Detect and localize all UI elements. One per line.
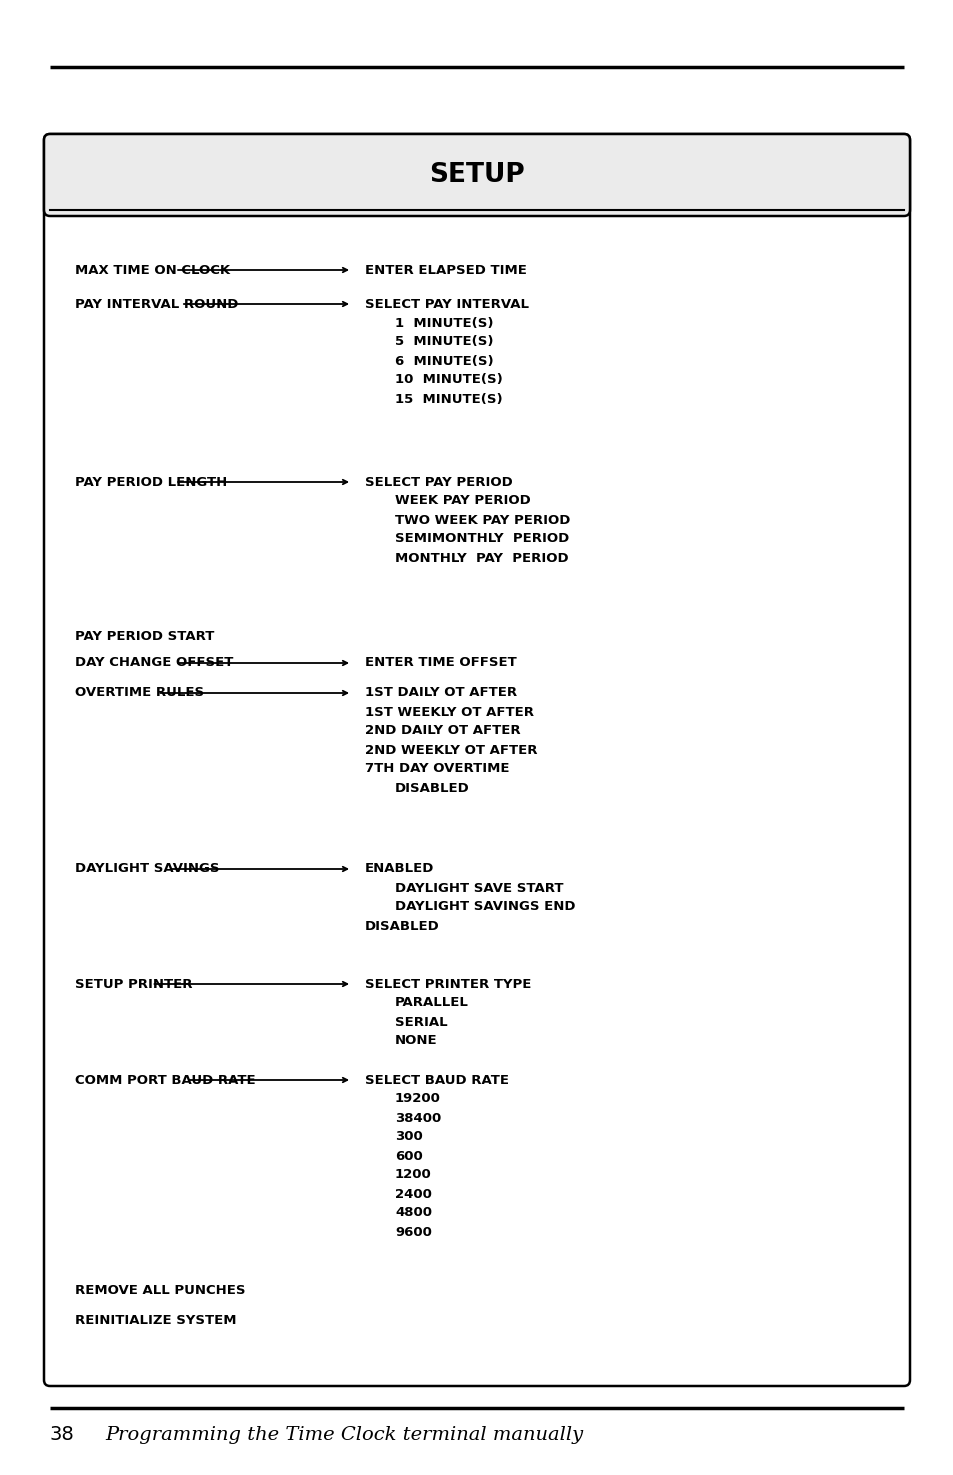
Text: COMM PORT BAUD RATE: COMM PORT BAUD RATE <box>75 1074 255 1087</box>
Text: 2ND DAILY OT AFTER: 2ND DAILY OT AFTER <box>365 724 520 738</box>
Text: ENTER ELAPSED TIME: ENTER ELAPSED TIME <box>365 264 526 276</box>
Text: WEEK PAY PERIOD: WEEK PAY PERIOD <box>395 494 530 507</box>
Text: PAY PERIOD LENGTH: PAY PERIOD LENGTH <box>75 475 227 488</box>
Text: 38400: 38400 <box>395 1112 441 1124</box>
Text: NONE: NONE <box>395 1034 437 1047</box>
Text: DAYLIGHT SAVINGS: DAYLIGHT SAVINGS <box>75 863 219 876</box>
Text: 600: 600 <box>395 1149 422 1162</box>
Text: 9600: 9600 <box>395 1226 432 1239</box>
Text: 1  MINUTE(S): 1 MINUTE(S) <box>395 317 493 329</box>
Text: SETUP PRINTER: SETUP PRINTER <box>75 978 193 991</box>
Text: 38: 38 <box>50 1425 74 1444</box>
Text: OVERTIME RULES: OVERTIME RULES <box>75 686 204 699</box>
Text: 2400: 2400 <box>395 1187 432 1201</box>
FancyBboxPatch shape <box>44 134 909 1386</box>
Text: REMOVE ALL PUNCHES: REMOVE ALL PUNCHES <box>75 1283 245 1297</box>
Text: MONTHLY  PAY  PERIOD: MONTHLY PAY PERIOD <box>395 552 568 565</box>
Text: SELECT PRINTER TYPE: SELECT PRINTER TYPE <box>365 978 531 991</box>
Text: 6  MINUTE(S): 6 MINUTE(S) <box>395 354 493 367</box>
Text: DAY CHANGE OFFSET: DAY CHANGE OFFSET <box>75 656 233 670</box>
Text: 5  MINUTE(S): 5 MINUTE(S) <box>395 335 493 348</box>
Text: 4800: 4800 <box>395 1207 432 1220</box>
Text: 1ST WEEKLY OT AFTER: 1ST WEEKLY OT AFTER <box>365 705 534 718</box>
Text: REINITIALIZE SYSTEM: REINITIALIZE SYSTEM <box>75 1314 236 1326</box>
Text: 1200: 1200 <box>395 1168 432 1181</box>
Text: PARALLEL: PARALLEL <box>395 997 468 1009</box>
Text: 2ND WEEKLY OT AFTER: 2ND WEEKLY OT AFTER <box>365 743 537 757</box>
Text: 15  MINUTE(S): 15 MINUTE(S) <box>395 392 502 406</box>
FancyBboxPatch shape <box>44 134 909 215</box>
Text: DISABLED: DISABLED <box>365 919 439 932</box>
Text: 10  MINUTE(S): 10 MINUTE(S) <box>395 373 502 386</box>
Text: PAY INTERVAL ROUND: PAY INTERVAL ROUND <box>75 298 238 311</box>
Text: SERIAL: SERIAL <box>395 1015 447 1028</box>
Text: PAY PERIOD START: PAY PERIOD START <box>75 630 214 643</box>
Text: SELECT BAUD RATE: SELECT BAUD RATE <box>365 1074 509 1087</box>
Text: 1ST DAILY OT AFTER: 1ST DAILY OT AFTER <box>365 686 517 699</box>
Text: ENTER TIME OFFSET: ENTER TIME OFFSET <box>365 656 517 670</box>
Text: DAYLIGHT SAVINGS END: DAYLIGHT SAVINGS END <box>395 901 575 913</box>
Text: 7TH DAY OVERTIME: 7TH DAY OVERTIME <box>365 763 509 776</box>
Text: TWO WEEK PAY PERIOD: TWO WEEK PAY PERIOD <box>395 513 570 527</box>
Text: ENABLED: ENABLED <box>365 863 434 876</box>
Text: SETUP: SETUP <box>429 162 524 187</box>
Text: DISABLED: DISABLED <box>395 782 469 795</box>
Text: SELECT PAY PERIOD: SELECT PAY PERIOD <box>365 475 512 488</box>
Text: 300: 300 <box>395 1130 422 1143</box>
Text: MAX TIME ON CLOCK: MAX TIME ON CLOCK <box>75 264 230 276</box>
Text: 19200: 19200 <box>395 1093 440 1105</box>
Text: SELECT PAY INTERVAL: SELECT PAY INTERVAL <box>365 298 529 311</box>
Text: SEMIMONTHLY  PERIOD: SEMIMONTHLY PERIOD <box>395 532 569 546</box>
Text: DAYLIGHT SAVE START: DAYLIGHT SAVE START <box>395 882 563 894</box>
Text: Programming the Time Clock terminal manually: Programming the Time Clock terminal manu… <box>105 1426 582 1444</box>
